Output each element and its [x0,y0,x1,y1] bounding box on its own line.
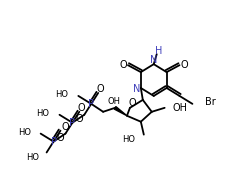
Text: O: O [57,133,64,143]
Text: Br: Br [205,97,216,107]
Text: P: P [51,137,57,147]
Text: H: H [155,46,162,56]
Text: HO: HO [18,128,31,137]
Polygon shape [114,107,127,116]
Text: O: O [128,98,136,108]
Text: OH: OH [107,97,120,106]
Text: O: O [96,84,104,94]
Text: O: O [78,103,85,113]
Text: HO: HO [37,109,50,118]
Text: HO: HO [26,153,39,162]
Text: O: O [119,60,127,70]
Text: O: O [62,122,69,132]
Text: HO: HO [122,135,135,144]
Text: N: N [150,55,157,65]
Text: P: P [69,118,75,128]
Text: O: O [75,114,83,124]
Text: HO: HO [55,90,68,99]
Text: O: O [181,60,188,70]
Text: N: N [133,84,141,94]
Text: P: P [88,99,94,109]
Text: OH: OH [173,103,187,113]
